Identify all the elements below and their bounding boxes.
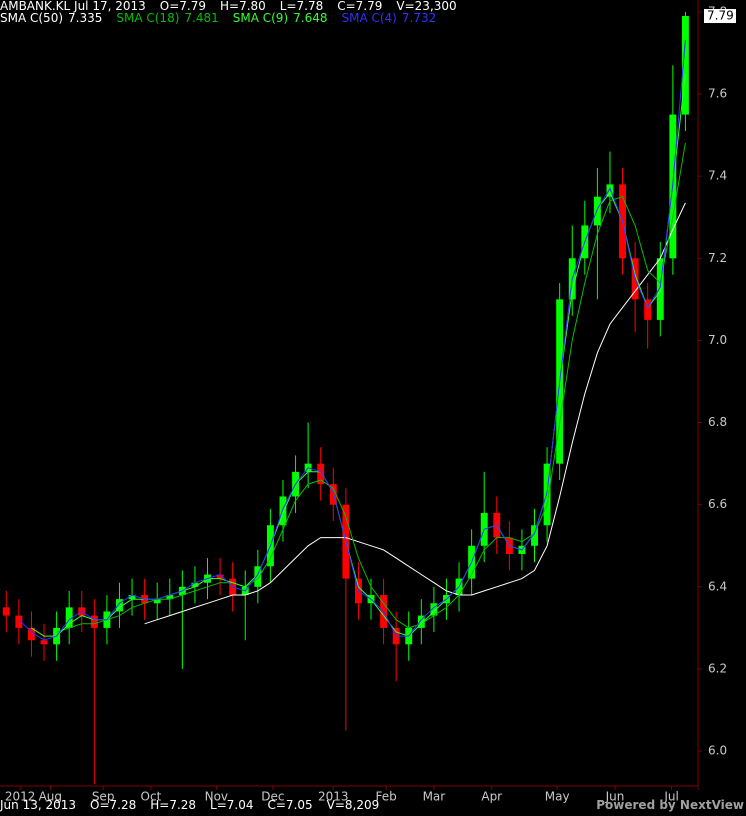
candle-body [116,599,123,612]
legend-value: 7.732 [401,11,437,25]
candle-body [644,299,652,320]
y-tick-label: 6.0 [708,744,727,758]
sma-line [18,39,686,641]
legend-value: 7.481 [184,11,219,25]
candle-body [254,566,262,587]
y-tick-label: 6.6 [708,497,727,511]
y-tick-label: 6.8 [708,415,727,429]
y-tick-label: 7.2 [708,251,727,265]
candle-body [2,607,10,616]
x-tick-label: Aug [39,790,62,804]
candle-body [279,496,287,526]
header-field: V=23,300 [396,0,457,13]
footer-field: C=7.05 [267,798,313,812]
candle-body [329,484,337,505]
footer-field: H=7.28 [150,798,197,812]
candle-body [606,184,614,197]
y-tick-label: 7.4 [708,169,727,183]
header-field: AMBANK.KL Jul 17, 2013 [0,0,146,13]
footer: Jun 13, 2013 O=7.28 H=7.28 L=7.04 C=7.05 V=8,… [0,799,393,812]
last-price: 7.79 [707,9,734,23]
x-tick-label: Jul [663,790,678,804]
header-field: O=7.79 [159,0,206,13]
candle-body [90,615,98,628]
header-field: L=7.78 [279,0,324,13]
footer-field: O=7.28 [90,798,137,812]
x-tick-label: Feb [375,790,396,804]
y-tick-label: 7.0 [708,333,727,347]
x-tick-label: 2013 [318,790,349,804]
candle-body [681,16,689,115]
header-field: C=7.79 [337,0,383,13]
candle-body [531,525,538,546]
candle-body [417,615,425,628]
footer-field: Jun 13, 2013 [0,798,77,812]
candle-body [543,463,551,526]
sma-line [56,142,686,633]
x-tick-label: Jun [605,790,625,804]
x-tick-label: May [545,790,570,804]
candle-body [593,196,601,226]
x-tick-label: Apr [481,790,502,804]
candle-body [15,615,23,628]
legend-name: SMA C(50) [0,11,64,25]
x-tick-label: Dec [261,790,284,804]
legend: SMA C(50) 7.335 SMA C(18) 7.481 SMA C(9) 7.64… [0,12,450,25]
y-tick-label: 6.4 [708,579,727,593]
legend-value: 7.648 [293,11,328,25]
candle-body [191,582,199,587]
y-tick-label: 6.2 [708,661,727,675]
header-field: H=7.80 [219,0,266,13]
header: AMBANK.KL Jul 17, 2013 O=7.79 H=7.80 L=7.78… [0,0,471,13]
sma-line [144,202,686,625]
legend-name: SMA C(9) [232,11,289,25]
legend-name: SMA C(4) [341,11,397,25]
legend-value: 7.335 [68,11,103,25]
brand: Powered by NextView [596,798,744,812]
candle-body [128,595,136,600]
candle-body [65,607,73,628]
footer-field: V=8,209 [326,798,380,812]
candle-body [166,595,174,600]
candle-body [317,463,325,485]
candle-body [153,599,161,604]
last-price-box [704,9,736,24]
x-tick-label: Oct [141,790,162,804]
candle-body [216,574,224,579]
candle-body [430,603,438,616]
sma-line [31,74,686,637]
x-tick-label: 2012 [5,790,36,804]
x-tick-label: Mar [423,790,446,804]
candle-body [27,627,35,641]
candle-body [40,640,48,645]
footer-field: L=7.04 [210,798,254,812]
x-tick-label: Nov [205,790,228,804]
legend-name: SMA C(18) [116,11,180,25]
x-tick-label: Sep [92,790,115,804]
y-tick-label: 7.6 [708,87,727,101]
